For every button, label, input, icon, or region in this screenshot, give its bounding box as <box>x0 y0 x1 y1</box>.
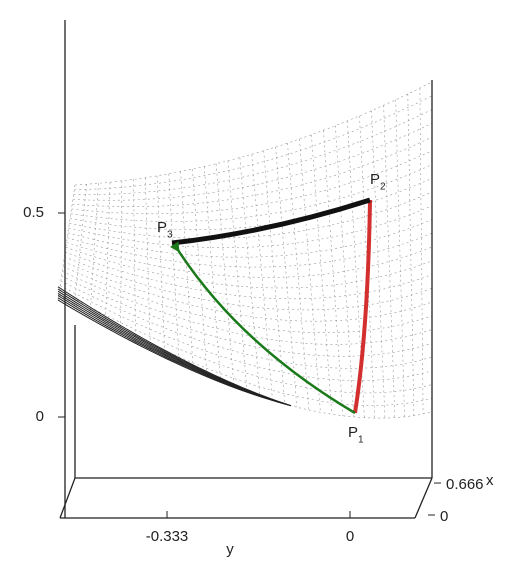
z-tick-label: 0.5 <box>23 204 44 221</box>
point-label-sub: 3 <box>167 230 173 241</box>
mesh-line <box>180 171 194 372</box>
mesh-line <box>311 134 333 415</box>
mesh-line <box>62 266 433 333</box>
mesh-line <box>70 164 433 222</box>
mesh-line <box>89 183 99 319</box>
mesh-line <box>71 150 433 215</box>
mesh-edge <box>57 295 292 407</box>
path-p1-p3 <box>169 241 356 415</box>
mesh-line <box>105 182 111 328</box>
point-labels: P 1P 2P 3 <box>157 171 386 446</box>
mesh-line <box>275 146 298 408</box>
y-axis-label: y <box>226 541 234 558</box>
mesh-line <box>73 109 433 196</box>
mesh-edge <box>57 297 292 407</box>
path-p1-p2 <box>353 199 372 414</box>
mesh-line <box>120 180 123 336</box>
mesh-line <box>419 88 424 415</box>
mesh-line <box>61 275 433 357</box>
path-p3-p2 <box>171 197 371 246</box>
z-tick-label: 0 <box>36 408 44 425</box>
y-tick-label: -0.333 <box>146 528 189 545</box>
mesh-line <box>74 81 433 186</box>
mesh-line <box>62 271 433 345</box>
mesh-line <box>74 95 433 191</box>
mesh-line <box>227 160 248 393</box>
axes-box <box>59 20 433 519</box>
mesh-line <box>383 105 396 418</box>
mesh-line <box>73 184 87 310</box>
point-label: P <box>348 424 358 441</box>
surface-mesh <box>57 81 433 419</box>
y-tick-label: 0 <box>346 528 354 545</box>
mesh-line <box>72 136 433 207</box>
mesh-line <box>59 290 433 394</box>
mesh-line <box>335 125 355 417</box>
x-tick-label: 0.666 <box>446 476 484 493</box>
mesh-line <box>68 205 433 248</box>
point-label-sub: 1 <box>358 435 364 446</box>
mesh-line <box>204 166 221 383</box>
point-label: P <box>157 219 167 236</box>
mesh-line <box>395 99 405 417</box>
x-tick-label: 0 <box>440 508 448 525</box>
mesh-line <box>66 242 433 278</box>
mesh-line <box>67 233 433 268</box>
mesh-line <box>65 247 433 289</box>
point-label: P <box>370 171 380 188</box>
mesh-line <box>251 154 273 401</box>
mesh-line <box>72 123 433 201</box>
mesh-edge <box>57 286 292 407</box>
mesh-line <box>63 261 433 322</box>
mesh-line <box>145 177 151 351</box>
mesh-line <box>69 191 433 239</box>
x-axis-label: x <box>486 472 494 489</box>
mesh-line <box>239 157 261 397</box>
mesh-line <box>57 299 433 419</box>
mesh-line <box>64 251 433 300</box>
mesh-line <box>371 110 386 419</box>
mesh-line <box>133 179 136 344</box>
mesh-line <box>299 138 321 413</box>
mesh-line <box>156 175 166 359</box>
point-label-sub: 2 <box>380 182 386 193</box>
mesh-line <box>59 285 433 381</box>
